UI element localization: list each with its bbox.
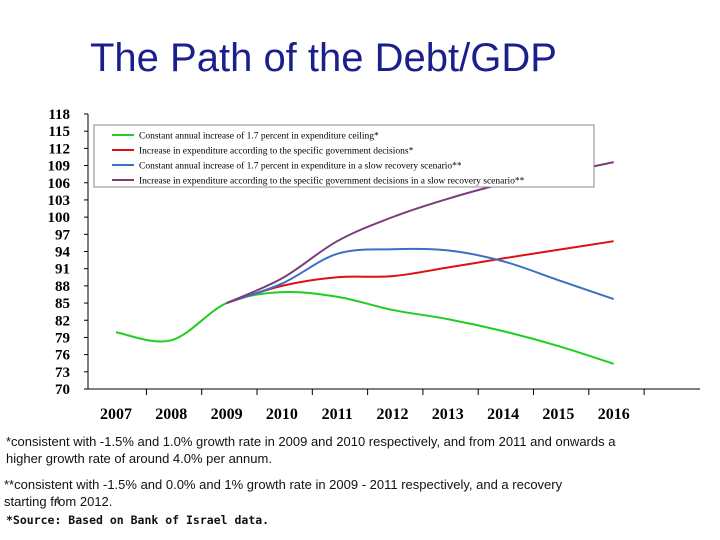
slide-title: The Path of the Debt/GDP [90,36,557,80]
x-tick-label: 2013 [432,406,464,423]
y-tick-label: 112 [48,141,70,157]
x-tick-label: 2012 [377,406,409,423]
source-note: *Source: Based on Bank of Israel data. [6,513,270,527]
y-tick-label: 118 [48,107,70,123]
y-tick-label: 106 [48,176,71,192]
x-tick-label: 2008 [155,406,187,423]
y-tick-label: 88 [55,279,70,295]
chart-legend: Constant annual increase of 1.7 percent … [93,124,595,188]
y-tick-label: 73 [55,365,70,381]
x-tick-label: 2014 [487,406,519,423]
y-tick-label: 76 [55,348,71,364]
y-tick-label: 115 [48,124,70,140]
footnote-single-asterisk: *consistent with -1.5% and 1.0% growth r… [6,434,616,466]
x-tick-label: 2011 [322,406,353,423]
x-tick-label: 2009 [211,406,243,423]
y-tick-label: 103 [48,193,71,209]
y-tick-label: 97 [55,227,71,243]
x-tick-label: 2007 [100,406,132,423]
series-line-3 [226,247,615,305]
legend-label-1: Constant annual increase of 1.7 percent … [139,131,379,142]
series-line-2 [226,240,614,305]
y-tick-label: 85 [55,296,70,312]
legend-label-4: Increase in expenditure according to the… [139,176,525,187]
legend-box [93,124,595,188]
y-tick-label: 91 [55,262,70,278]
legend-label-2: Increase in expenditure according to the… [139,146,414,157]
x-tick-label: 2015 [542,406,574,423]
y-tick-label: 100 [48,210,71,226]
footnote-double-asterisk: **consistent with -1.5% and 0.0% and 1% … [4,477,563,509]
y-tick-label: 94 [55,245,71,261]
chart-series-lines [115,161,615,365]
x-tick-label: 2010 [266,406,298,423]
x-tick-label: 2016 [598,406,630,423]
legend-label-3: Constant annual increase of 1.7 percent … [139,161,462,172]
series-line-1 [115,290,615,365]
y-tick-label: 82 [55,313,70,329]
y-tick-label: 70 [55,382,70,398]
page-number: 4 [54,495,61,507]
y-tick-label: 109 [48,159,71,175]
y-tick-label: 79 [55,330,70,346]
